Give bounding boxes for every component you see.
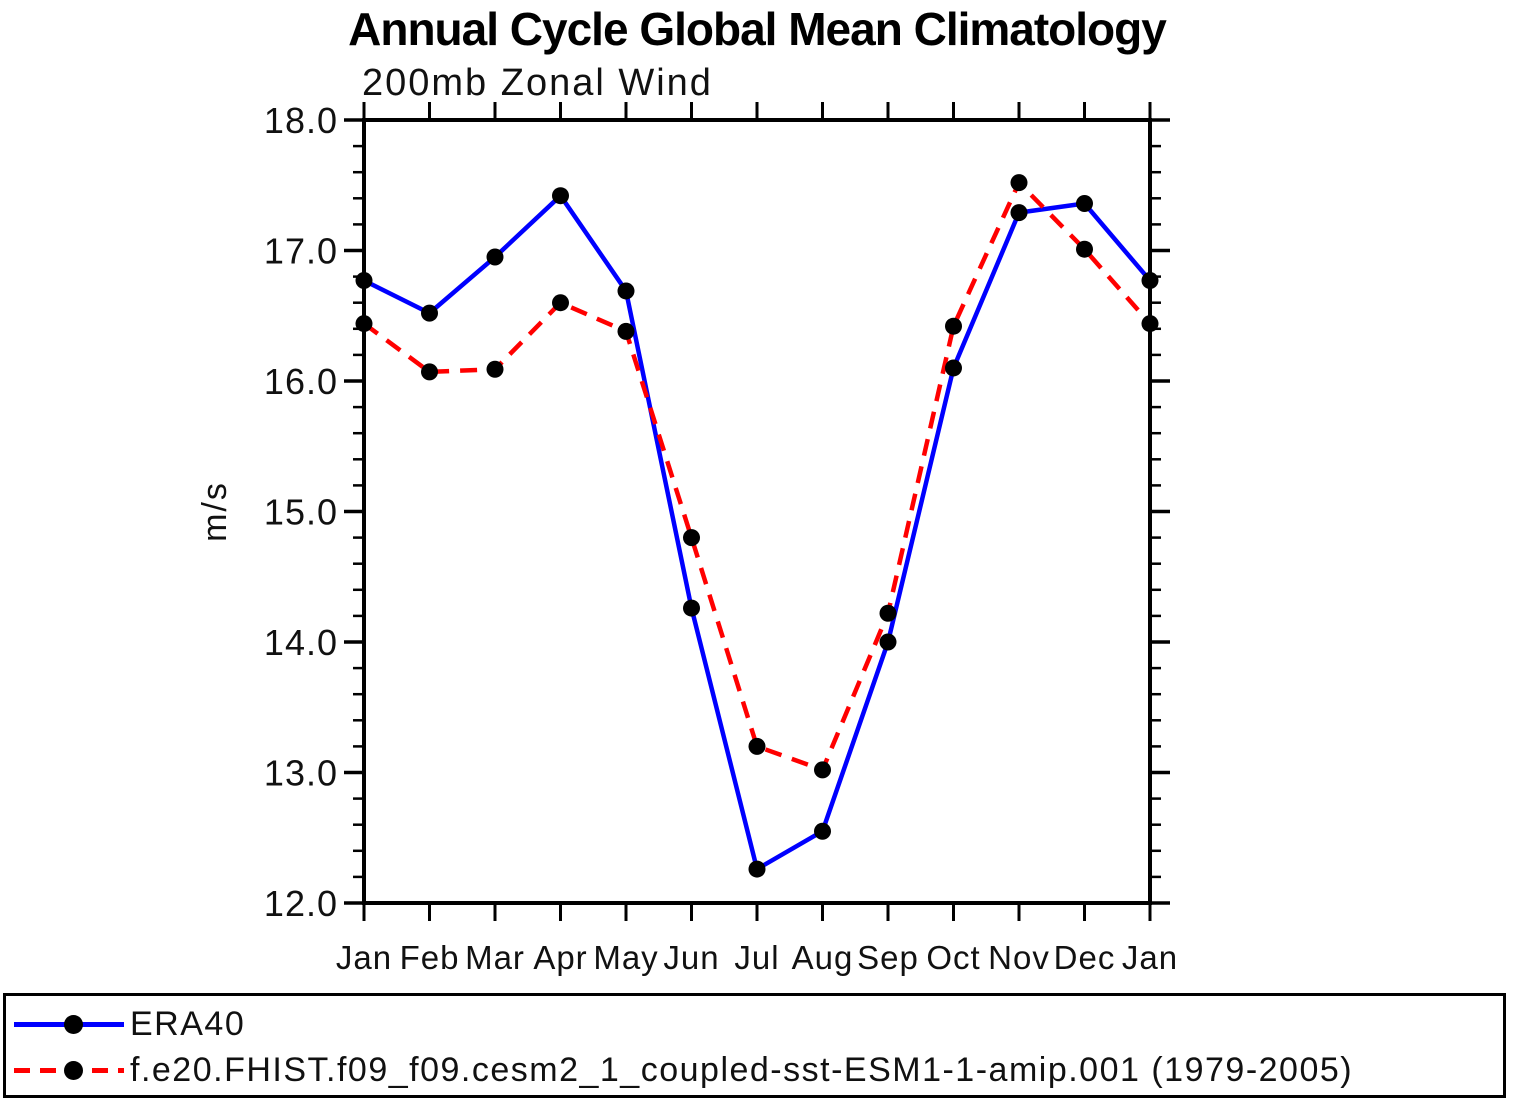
series-line-0 [362,193,1152,872]
series-markers-1 [355,174,1159,779]
svg-text:Oct: Oct [926,939,980,976]
svg-text:Jun: Jun [663,939,719,976]
svg-text:Jul: Jul [734,939,779,976]
y-axis-title: m/s [196,481,234,542]
chart-title: Annual Cycle Global Mean Climatology [348,3,1167,55]
legend-line-sample-solid [12,1001,124,1047]
svg-text:Sep: Sep [857,939,919,976]
legend-label-model: f.e20.FHIST.f09_f09.cesm2_1_coupled-sst-… [130,1050,1354,1089]
y-axis-ticks [344,118,1170,905]
svg-text:Apr: Apr [533,939,587,976]
svg-text:18.0: 18.0 [264,100,338,141]
svg-text:Jan: Jan [1122,939,1178,976]
legend-label-era40: ERA40 [130,1004,246,1043]
svg-text:m/s: m/s [196,481,234,542]
svg-text:Aug: Aug [792,939,854,976]
legend-marker-dot [64,1060,83,1080]
svg-text:17.0: 17.0 [264,231,338,272]
legend-line-sample-dashed [12,1047,124,1093]
svg-text:Dec: Dec [1054,939,1116,976]
legend: ERA40 f.e20.FHIST.f09_f09.cesm2_1_couple… [3,993,1506,1098]
series-markers-0 [355,187,1159,878]
svg-text:16.0: 16.0 [264,361,338,402]
svg-text:Mar: Mar [465,939,525,976]
x-axis-ticks [362,102,1152,921]
legend-item-model: f.e20.FHIST.f09_f09.cesm2_1_coupled-sst-… [12,1047,1503,1093]
svg-text:15.0: 15.0 [264,492,338,533]
x-tick-labels: Jan Feb Mar Apr May Jun Jul Aug Sep Oct Nov Dec Jan [336,939,1178,976]
svg-text:14.0: 14.0 [264,622,338,663]
svg-text:12.0: 12.0 [264,883,338,924]
y-tick-labels: 12.0 13.0 14.0 15.0 16.0 17.0 18.0 [264,100,338,924]
svg-text:Feb: Feb [400,939,460,976]
svg-text:13.0: 13.0 [264,753,338,794]
svg-text:200mb Zonal Wind: 200mb Zonal Wind [362,62,713,104]
svg-text:Nov: Nov [988,939,1050,976]
svg-text:May: May [593,939,658,976]
plot-frame [362,118,1152,905]
svg-text:Jan: Jan [336,939,392,976]
legend-marker-dot [64,1014,83,1034]
chart-subtitle: 200mb Zonal Wind [362,62,713,104]
legend-item-era40: ERA40 [12,1001,1503,1047]
